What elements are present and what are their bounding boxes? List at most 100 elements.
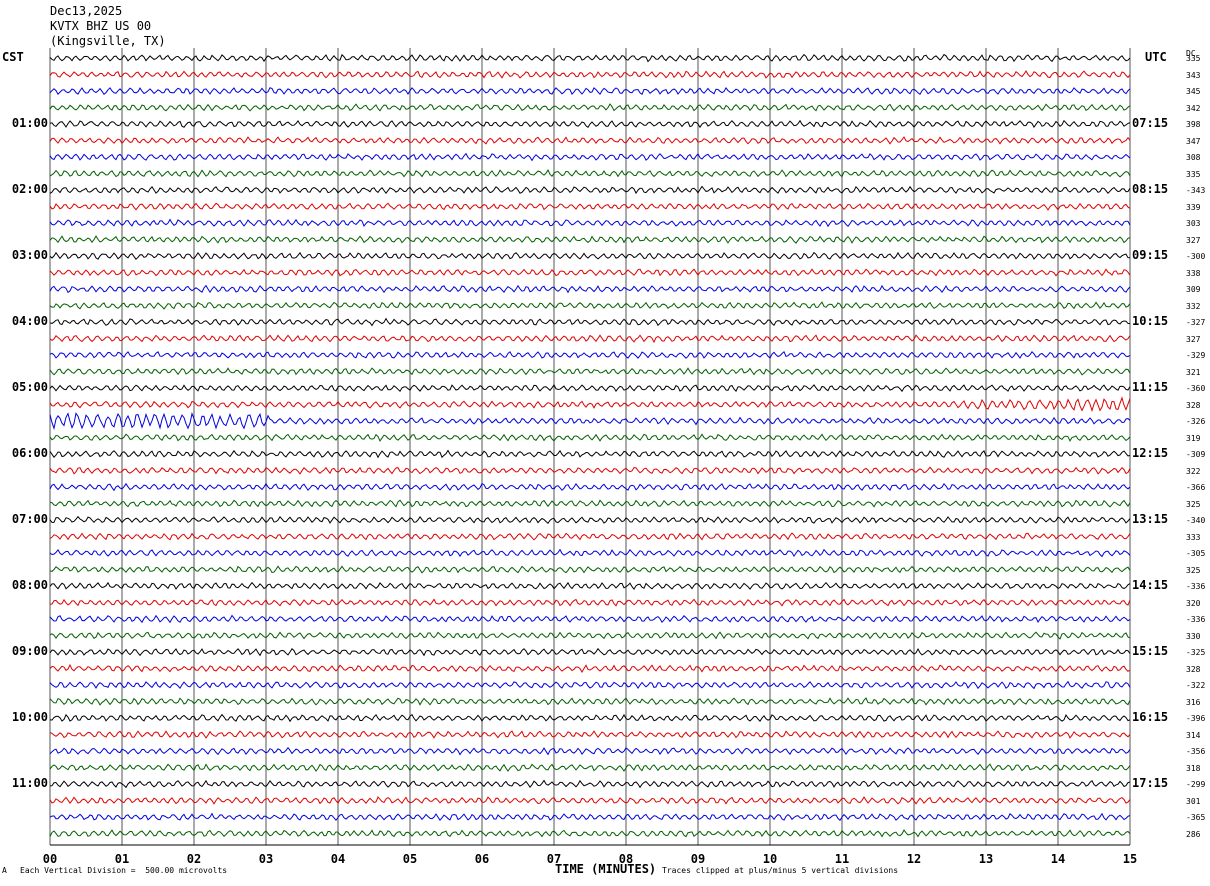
trace-line <box>49 680 1131 690</box>
right-hour-label: 15:15 <box>1132 644 1169 658</box>
trace-line <box>49 350 1131 359</box>
left-hour-label: 09:00 <box>11 644 48 658</box>
right-timezone-label: UTC <box>1145 50 1167 64</box>
trace-line <box>49 185 1131 195</box>
dc-value: 338 <box>1186 268 1201 278</box>
trace-line <box>49 284 1131 294</box>
dc-value: 320 <box>1186 598 1201 608</box>
dc-value: -365 <box>1186 813 1206 822</box>
trace-line <box>49 466 1131 475</box>
dc-value: 398 <box>1186 120 1201 129</box>
dc-value: 342 <box>1186 103 1201 113</box>
trace-line <box>49 119 1131 129</box>
dc-value: -327 <box>1186 318 1206 327</box>
trace-line <box>49 334 1131 344</box>
dc-value: 325 <box>1186 499 1201 509</box>
left-hour-label: 11:00 <box>11 776 48 790</box>
dc-value: 327 <box>1186 334 1201 344</box>
left-hour-label: 02:00 <box>11 182 48 196</box>
dc-value: -360 <box>1186 384 1206 393</box>
dc-value: -356 <box>1186 747 1206 756</box>
right-hour-label: 08:15 <box>1132 182 1169 196</box>
trace-line <box>49 384 1131 393</box>
x-tick-label: 01 <box>114 852 130 866</box>
x-tick-label: 14 <box>1050 852 1066 866</box>
trace-line <box>49 746 1131 756</box>
trace-line <box>49 235 1131 244</box>
trace-line <box>49 697 1131 706</box>
x-tick-label: 08 <box>618 852 634 866</box>
right-hour-label: 17:15 <box>1132 776 1169 790</box>
trace-line <box>49 812 1131 822</box>
left-hour-label: 07:00 <box>11 512 48 526</box>
trace-line <box>49 152 1131 162</box>
trace-line <box>49 713 1131 723</box>
trace-line <box>49 663 1131 673</box>
dc-value: 325 <box>1186 565 1201 575</box>
right-hour-label: 10:15 <box>1132 314 1169 328</box>
dc-value: -309 <box>1186 450 1206 459</box>
trace-line <box>49 565 1131 574</box>
right-hour-label: 16:15 <box>1132 710 1169 724</box>
dc-value: 318 <box>1186 763 1201 773</box>
x-tick-label: 10 <box>762 852 778 866</box>
trace-line <box>49 581 1131 590</box>
dc-value: 335 <box>1186 54 1201 63</box>
dc-value: 332 <box>1186 301 1201 311</box>
dc-header: DC <box>1186 49 1196 58</box>
trace-line <box>49 268 1131 277</box>
left-hour-label: 06:00 <box>11 446 48 460</box>
dc-value: -326 <box>1186 417 1206 426</box>
dc-value: -299 <box>1186 780 1206 789</box>
trace-line <box>49 647 1131 657</box>
trace-line <box>49 103 1131 112</box>
dc-value: 301 <box>1186 796 1201 806</box>
trace-line <box>49 499 1131 508</box>
trace-line <box>49 515 1131 525</box>
dc-value: -343 <box>1186 186 1206 195</box>
trace-line <box>49 631 1131 640</box>
trace-line <box>49 317 1131 327</box>
x-axis-label: TIME (MINUTES) <box>555 862 657 876</box>
x-tick-label: 06 <box>474 852 490 866</box>
dc-value: -325 <box>1186 648 1206 657</box>
trace-line <box>49 614 1131 624</box>
dc-value: 345 <box>1186 87 1201 96</box>
trace-line <box>49 53 1131 63</box>
right-hour-label: 09:15 <box>1132 248 1169 262</box>
dc-value: -329 <box>1186 351 1206 360</box>
trace-line <box>49 796 1131 805</box>
right-hour-label: 13:15 <box>1132 512 1169 526</box>
dc-value: 343 <box>1186 70 1201 80</box>
x-tick-label: 11 <box>834 852 850 866</box>
x-tick-label: 04 <box>330 852 346 866</box>
dc-value: 347 <box>1186 136 1201 146</box>
trace-line <box>49 598 1131 607</box>
dc-value: 339 <box>1186 202 1201 212</box>
header-location: (Kingsville, TX) <box>50 34 166 48</box>
dc-value: -305 <box>1186 549 1206 558</box>
trace-line <box>49 412 1131 431</box>
x-tick-label: 05 <box>402 852 418 866</box>
corner-mark: A <box>2 866 7 875</box>
dc-value: 319 <box>1186 433 1201 443</box>
trace-line <box>49 449 1131 459</box>
left-hour-label: 04:00 <box>11 314 48 328</box>
dc-value: 316 <box>1186 697 1201 707</box>
dc-value: 286 <box>1186 829 1201 839</box>
dc-value: 322 <box>1186 466 1201 476</box>
left-hour-label: 05:00 <box>11 380 48 394</box>
trace-line <box>49 763 1131 772</box>
dc-value: -300 <box>1186 252 1206 261</box>
dc-value: 314 <box>1186 730 1201 740</box>
right-hour-label: 11:15 <box>1132 380 1169 394</box>
trace-line <box>49 779 1131 789</box>
trace-line <box>49 301 1131 310</box>
left-hour-label: 01:00 <box>11 116 48 130</box>
trace-line <box>49 218 1131 228</box>
dc-value: 308 <box>1186 153 1201 162</box>
dc-value: 309 <box>1186 285 1201 294</box>
header-date: Dec13,2025 <box>50 4 123 18</box>
dc-value: 333 <box>1186 532 1201 542</box>
